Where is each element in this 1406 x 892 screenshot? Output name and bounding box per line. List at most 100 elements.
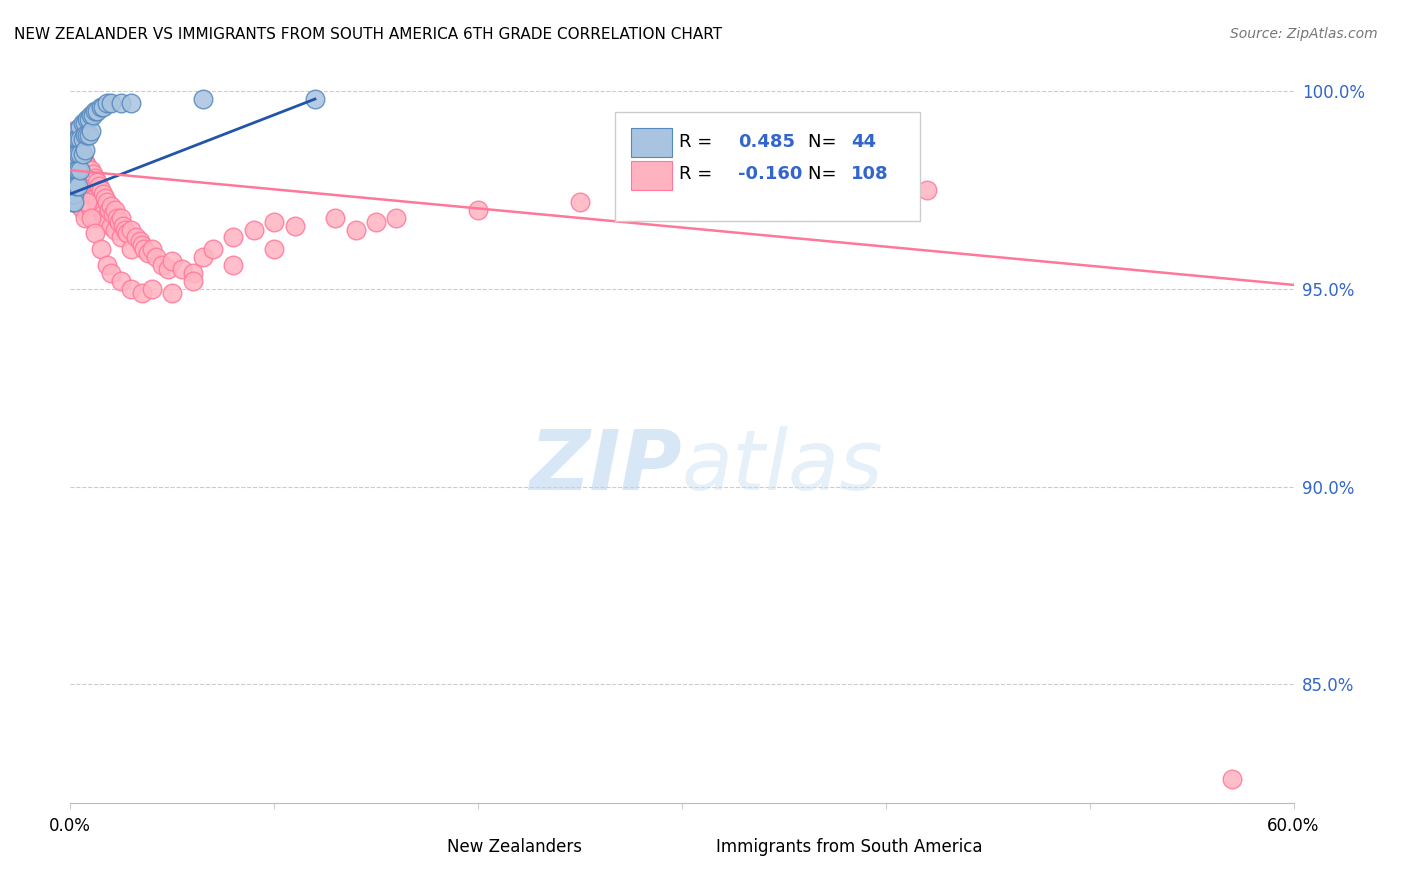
Point — [110, 274, 132, 288]
Point — [101, 207, 124, 221]
Point — [114, 222, 136, 236]
Point — [191, 92, 214, 106]
Point — [90, 202, 112, 217]
Point — [90, 183, 112, 197]
Text: Immigrants from South America: Immigrants from South America — [716, 838, 983, 855]
Text: -0.160: -0.160 — [738, 165, 803, 183]
Point — [79, 123, 103, 137]
Text: ZIP: ZIP — [529, 425, 682, 507]
Point — [72, 167, 94, 181]
Point — [128, 235, 150, 249]
Point — [263, 242, 285, 256]
Point — [69, 120, 91, 134]
Point — [385, 211, 408, 225]
Point — [150, 258, 173, 272]
Point — [467, 202, 489, 217]
FancyBboxPatch shape — [630, 161, 672, 190]
Text: atlas: atlas — [682, 425, 883, 507]
Point — [915, 183, 938, 197]
Point — [172, 262, 194, 277]
Point — [69, 183, 91, 197]
Point — [77, 112, 100, 126]
Point — [131, 238, 153, 252]
Point — [100, 199, 122, 213]
Text: NEW ZEALANDER VS IMMIGRANTS FROM SOUTH AMERICA 6TH GRADE CORRELATION CHART: NEW ZEALANDER VS IMMIGRANTS FROM SOUTH A… — [14, 27, 723, 42]
Point — [87, 179, 110, 194]
Point — [73, 128, 96, 142]
Point — [86, 103, 108, 118]
Point — [63, 147, 86, 161]
Text: 108: 108 — [851, 165, 889, 183]
Point — [90, 100, 112, 114]
Point — [67, 147, 90, 161]
Point — [121, 222, 143, 236]
Point — [63, 179, 86, 194]
Point — [202, 242, 225, 256]
Point — [76, 194, 98, 209]
Point — [136, 246, 159, 260]
Point — [104, 222, 127, 236]
Point — [100, 95, 122, 110]
Point — [82, 108, 104, 122]
Point — [67, 179, 90, 194]
Point — [86, 175, 108, 189]
Point — [63, 155, 86, 169]
Text: N=: N= — [808, 133, 842, 152]
Point — [121, 282, 143, 296]
Text: N=: N= — [808, 165, 842, 183]
Point — [72, 202, 94, 217]
Point — [69, 163, 91, 178]
Point — [191, 250, 214, 264]
Point — [131, 285, 153, 300]
Point — [73, 144, 96, 158]
Point — [90, 242, 112, 256]
Point — [73, 155, 96, 169]
Point — [83, 171, 105, 186]
Point — [222, 258, 245, 272]
Point — [86, 194, 108, 209]
Point — [323, 211, 347, 225]
Point — [77, 128, 100, 142]
Point — [145, 250, 167, 264]
Point — [63, 131, 86, 145]
Point — [72, 131, 94, 145]
Point — [243, 222, 266, 236]
Point — [110, 95, 132, 110]
Point — [76, 175, 98, 189]
Point — [77, 163, 100, 178]
Point — [76, 194, 98, 209]
FancyBboxPatch shape — [614, 112, 921, 221]
Point — [82, 167, 104, 181]
Point — [263, 214, 285, 228]
Point — [222, 230, 245, 244]
Point — [96, 95, 118, 110]
Point — [157, 262, 180, 277]
Point — [104, 202, 127, 217]
Point — [65, 155, 87, 169]
Point — [132, 242, 155, 256]
Text: 44: 44 — [851, 133, 876, 152]
Point — [76, 112, 98, 126]
Point — [60, 194, 83, 209]
Point — [65, 171, 87, 186]
Point — [108, 214, 131, 228]
Point — [834, 179, 856, 194]
Point — [91, 207, 114, 221]
Point — [568, 194, 592, 209]
Point — [76, 159, 98, 173]
Point — [181, 274, 204, 288]
Point — [304, 92, 326, 106]
Point — [72, 116, 94, 130]
Point — [671, 186, 693, 201]
FancyBboxPatch shape — [668, 837, 709, 858]
Point — [69, 147, 91, 161]
Point — [73, 211, 96, 225]
Point — [110, 230, 132, 244]
Point — [96, 194, 118, 209]
Point — [344, 222, 367, 236]
Point — [96, 214, 118, 228]
Point — [124, 230, 146, 244]
Point — [73, 191, 96, 205]
FancyBboxPatch shape — [630, 128, 672, 157]
Point — [100, 266, 122, 280]
